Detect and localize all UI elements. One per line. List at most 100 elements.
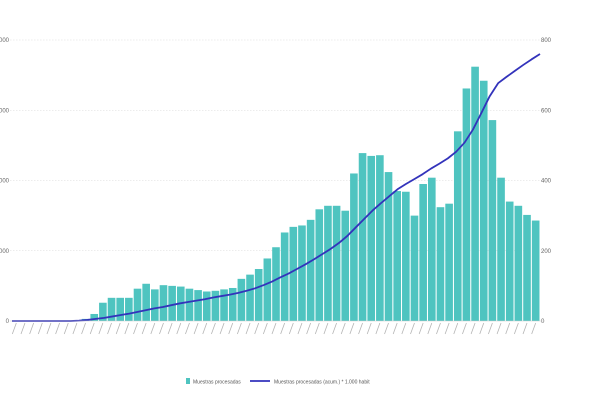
- left-tick-label: 2.000: [0, 179, 10, 185]
- x-tick-mark: [531, 322, 537, 335]
- bar: [263, 258, 272, 321]
- x-tick-mark: [323, 322, 329, 335]
- x-tick-mark: [29, 322, 35, 335]
- x-tick-mark: [219, 322, 225, 335]
- x-tick-mark: [133, 322, 138, 335]
- x-tick-mark: [418, 322, 424, 335]
- x-tick-mark: [349, 322, 355, 335]
- right-tick-label: 200: [541, 249, 552, 255]
- bar: [324, 205, 332, 321]
- cumulative-line: [12, 53, 541, 322]
- bar: [393, 191, 401, 321]
- x-tick-mark: [20, 322, 26, 335]
- x-tick-mark: [37, 322, 43, 335]
- bar: [133, 288, 142, 321]
- x-tick-mark: [245, 322, 251, 335]
- x-tick-mark: [522, 322, 528, 335]
- x-tick-mark: [479, 322, 485, 335]
- bar: [462, 88, 471, 321]
- x-tick-mark: [314, 322, 320, 335]
- bar: [142, 283, 150, 321]
- bar: [298, 225, 306, 321]
- bar: [497, 177, 505, 321]
- bar: [306, 219, 315, 321]
- x-tick-mark: [306, 322, 311, 335]
- x-tick-mark: [436, 322, 441, 335]
- bar: [427, 177, 436, 321]
- bar: [90, 313, 99, 321]
- x-tick-mark: [202, 322, 208, 335]
- bar: [246, 274, 254, 321]
- x-tick-mark: [150, 322, 156, 335]
- x-tick-mark: [141, 322, 147, 335]
- bar: [202, 291, 211, 321]
- x-tick-mark: [254, 322, 260, 335]
- x-tick-mark: [462, 322, 467, 335]
- x-tick-mark: [444, 322, 450, 335]
- legend[interactable]: Muestras procesadas Muestras procesadas …: [186, 378, 370, 386]
- x-tick-mark: [496, 322, 502, 335]
- legend-bar-label: Muestras procesadas: [193, 380, 241, 386]
- left-axis-ticks: 0 1.000 2.000 3.000 4.000: [0, 38, 10, 325]
- x-tick-mark: [288, 322, 294, 335]
- left-tick-label: 1.000: [0, 249, 10, 255]
- bar: [159, 285, 168, 321]
- x-tick-mark: [89, 322, 95, 335]
- bar: [436, 207, 445, 321]
- bar: [523, 214, 531, 321]
- bar-series: [81, 66, 540, 322]
- left-tick-label: 4.000: [0, 38, 10, 44]
- bar: [341, 210, 350, 321]
- bar: [350, 173, 358, 321]
- bar: [125, 297, 133, 321]
- x-tick-mark: [55, 322, 60, 335]
- bar: [228, 287, 237, 321]
- x-tick-mark: [505, 322, 511, 335]
- bar: [272, 247, 280, 321]
- x-tick-mark: [107, 322, 112, 335]
- bar: [445, 203, 453, 321]
- bar: [99, 302, 107, 321]
- bar: [402, 191, 410, 321]
- x-tick-mark: [358, 322, 363, 335]
- bar: [488, 120, 497, 322]
- bar: [505, 201, 514, 321]
- bar: [514, 205, 523, 321]
- x-tick-mark: [280, 322, 286, 335]
- right-tick-label: 800: [541, 38, 552, 44]
- x-tick-mark: [262, 322, 268, 335]
- x-tick-mark: [470, 322, 476, 335]
- x-tick-mark: [488, 322, 493, 335]
- x-tick-mark: [237, 322, 242, 335]
- x-tick-mark: [124, 322, 130, 335]
- x-tick-mark: [384, 322, 389, 335]
- x-tick-mark: [185, 322, 190, 335]
- bar: [116, 297, 125, 321]
- x-tick-mark: [46, 322, 52, 335]
- bar: [419, 184, 427, 321]
- bar: [376, 155, 384, 321]
- x-tick-mark: [297, 322, 303, 335]
- right-axis-ticks: 0 200 400 600 800: [541, 38, 552, 325]
- x-tick-mark: [167, 322, 173, 335]
- bar: [358, 153, 367, 321]
- legend-bar-swatch: [186, 378, 190, 384]
- x-tick-mark: [513, 322, 519, 335]
- x-tick-mark: [366, 322, 372, 335]
- bar: [289, 226, 298, 321]
- bar: [185, 288, 194, 321]
- x-tick-mark: [211, 322, 216, 335]
- bar: [479, 80, 488, 322]
- x-tick-mark: [11, 322, 17, 335]
- bar: [237, 278, 246, 321]
- x-tick-mark: [375, 322, 381, 335]
- right-tick-label: 600: [541, 108, 552, 114]
- x-tick-mark: [228, 322, 234, 335]
- bar: [194, 290, 202, 321]
- bar: [280, 232, 289, 321]
- x-tick-mark: [193, 322, 199, 335]
- bar: [315, 209, 324, 321]
- bar: [107, 297, 116, 321]
- x-tick-mark: [453, 322, 459, 335]
